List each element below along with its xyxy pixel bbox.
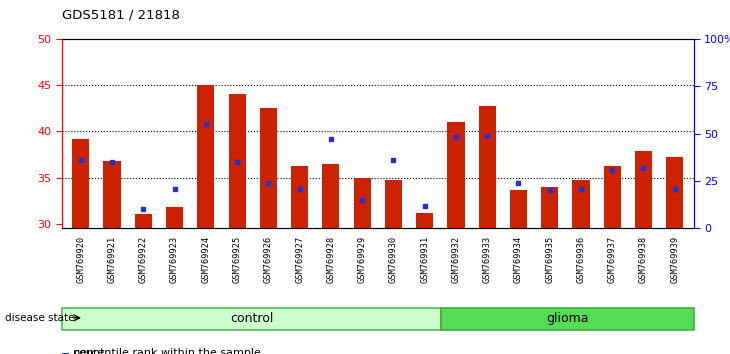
Bar [604,166,620,228]
Text: GSM769935: GSM769935 [545,235,554,283]
Text: GSM769938: GSM769938 [639,235,648,283]
Bar [197,85,215,228]
Text: GSM769928: GSM769928 [326,235,335,283]
Bar [441,308,694,330]
Text: GDS5181 / 21818: GDS5181 / 21818 [62,9,180,22]
Bar [666,157,683,228]
Text: glioma: glioma [546,312,588,325]
Bar [447,122,464,228]
Bar [353,177,371,228]
Bar [510,190,527,228]
Bar [135,215,152,228]
Text: GSM769924: GSM769924 [201,235,210,283]
Text: GSM769927: GSM769927 [295,235,304,283]
Text: GSM769937: GSM769937 [607,235,617,283]
Text: GSM769929: GSM769929 [358,235,366,283]
Bar [104,161,120,228]
Text: disease state: disease state [5,313,74,323]
Text: GSM769939: GSM769939 [670,235,679,283]
Bar [260,108,277,228]
Text: GSM769932: GSM769932 [451,235,461,283]
Bar [228,95,246,228]
Text: GSM769933: GSM769933 [483,235,492,283]
Text: GSM769931: GSM769931 [420,235,429,283]
Bar [322,164,339,228]
Bar [291,166,308,228]
Bar [635,151,652,228]
Text: GSM769921: GSM769921 [107,235,117,283]
Bar [416,213,434,228]
Text: percentile rank within the sample: percentile rank within the sample [73,348,261,354]
Text: count: count [73,348,104,354]
Text: GSM769922: GSM769922 [139,235,148,283]
Bar [572,180,590,228]
Text: GSM769936: GSM769936 [577,235,585,283]
Bar [166,207,183,228]
Text: GSM769930: GSM769930 [389,235,398,283]
Text: GSM769925: GSM769925 [233,235,242,283]
Bar [479,107,496,228]
Bar [541,187,558,228]
Text: GSM769920: GSM769920 [77,235,85,283]
Text: GSM769934: GSM769934 [514,235,523,283]
Bar [72,139,89,228]
Text: control: control [230,312,273,325]
Bar [385,180,402,228]
Bar [62,308,441,330]
Text: GSM769923: GSM769923 [170,235,179,283]
Text: GSM769926: GSM769926 [264,235,273,283]
